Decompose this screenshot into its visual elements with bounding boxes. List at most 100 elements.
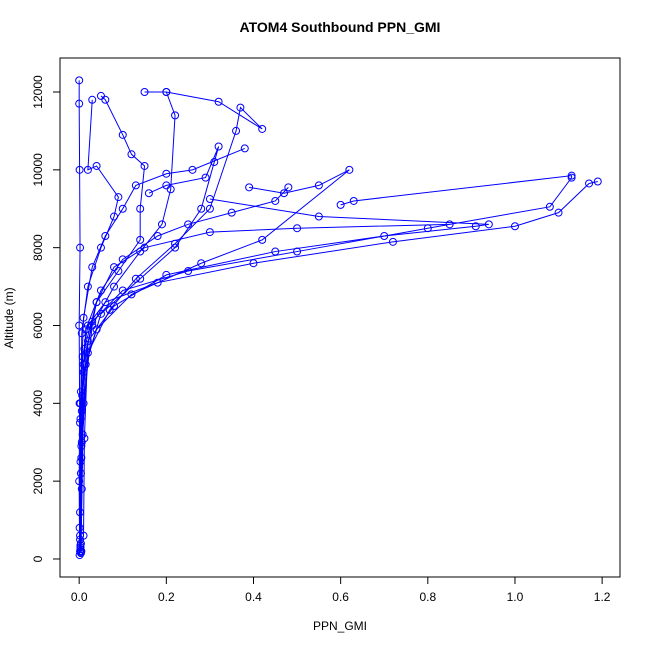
data-point [80, 434, 89, 443]
profile-line [79, 181, 598, 552]
data-point [140, 243, 149, 252]
data-point [153, 231, 162, 240]
data-point [88, 95, 97, 104]
data-point [240, 144, 249, 153]
data-point [227, 208, 236, 217]
data-point [166, 185, 175, 194]
data-point [484, 220, 493, 229]
data-point [75, 165, 84, 174]
data-point [184, 220, 193, 229]
data-point [75, 99, 84, 108]
data-point [197, 204, 206, 213]
data-point [75, 321, 84, 330]
data-point [76, 387, 85, 396]
x-tick-label: 0.4 [245, 590, 262, 604]
y-tick-label: 10000 [31, 153, 45, 187]
data-point [585, 179, 594, 188]
plot-frame [59, 57, 621, 578]
data-point [140, 161, 149, 170]
x-tick-label: 0.0 [71, 590, 88, 604]
data-point [110, 263, 119, 272]
data-point [162, 169, 171, 178]
data-point [201, 173, 210, 182]
data-point [136, 204, 145, 213]
data-point [245, 183, 254, 192]
profile-line [79, 91, 263, 550]
data-point [314, 181, 323, 190]
profile-line [80, 91, 176, 554]
x-tick-label: 0.6 [332, 590, 349, 604]
data-point [271, 196, 280, 205]
y-tick-label: 2000 [31, 467, 45, 494]
data-point [101, 298, 110, 307]
data-point [258, 235, 267, 244]
data-point [140, 88, 149, 97]
data-point [110, 282, 119, 291]
data-point [75, 76, 84, 85]
y-tick-label: 4000 [31, 390, 45, 417]
x-tick-label: 1.2 [594, 590, 611, 604]
data-point [131, 181, 140, 190]
data-point [593, 177, 602, 186]
data-point [76, 541, 85, 550]
data-point [127, 150, 136, 159]
x-tick-label: 1.0 [507, 590, 524, 604]
data-point [75, 551, 84, 560]
data-point [380, 231, 389, 240]
data-point [144, 189, 153, 198]
data-point [258, 124, 267, 133]
data-point [79, 313, 88, 322]
data-point [188, 165, 197, 174]
data-point [79, 531, 88, 540]
data-point [101, 231, 110, 240]
data-point [131, 274, 140, 283]
profile-line [79, 169, 350, 552]
y-tick-label: 6000 [31, 312, 45, 339]
data-point [567, 173, 576, 182]
data-point [127, 290, 136, 299]
data-point [92, 298, 101, 307]
chart-title: ATOM4 Southbound PPN_GMI [240, 19, 441, 35]
data-point [76, 243, 85, 252]
data-point [349, 196, 358, 205]
y-tick-label: 8000 [31, 234, 45, 261]
data-point [118, 130, 127, 139]
data-point [545, 202, 554, 211]
data-point [92, 161, 101, 170]
y-tick-label: 0 [31, 555, 45, 562]
data-point [114, 193, 123, 202]
data-point [345, 165, 354, 174]
profile-line [79, 147, 245, 552]
data-point [83, 165, 92, 174]
data-point [214, 97, 223, 106]
data-point [96, 243, 105, 252]
data-point [162, 88, 171, 97]
data-point [280, 189, 288, 198]
data-point [388, 237, 397, 246]
data-point [118, 204, 127, 213]
data-point [471, 222, 480, 231]
profile-line [79, 187, 289, 546]
x-tick-label: 0.8 [419, 590, 436, 604]
data-point [445, 220, 454, 229]
data-point [171, 111, 180, 120]
data-point [75, 477, 84, 486]
data-point [293, 224, 302, 233]
data-point [271, 247, 280, 256]
data-point [314, 212, 323, 221]
data-point [75, 399, 84, 408]
data-point [136, 235, 145, 244]
data-point [88, 263, 97, 272]
data-point [81, 325, 90, 334]
profile-line [78, 80, 81, 556]
data-point [236, 103, 245, 112]
x-tick-label: 0.2 [158, 590, 175, 604]
data-point [284, 183, 293, 192]
profile-line [79, 175, 573, 548]
data-point [232, 126, 241, 135]
data-point [96, 91, 105, 100]
data-point [336, 200, 345, 209]
data-point [510, 222, 519, 231]
profile-line [83, 223, 450, 536]
